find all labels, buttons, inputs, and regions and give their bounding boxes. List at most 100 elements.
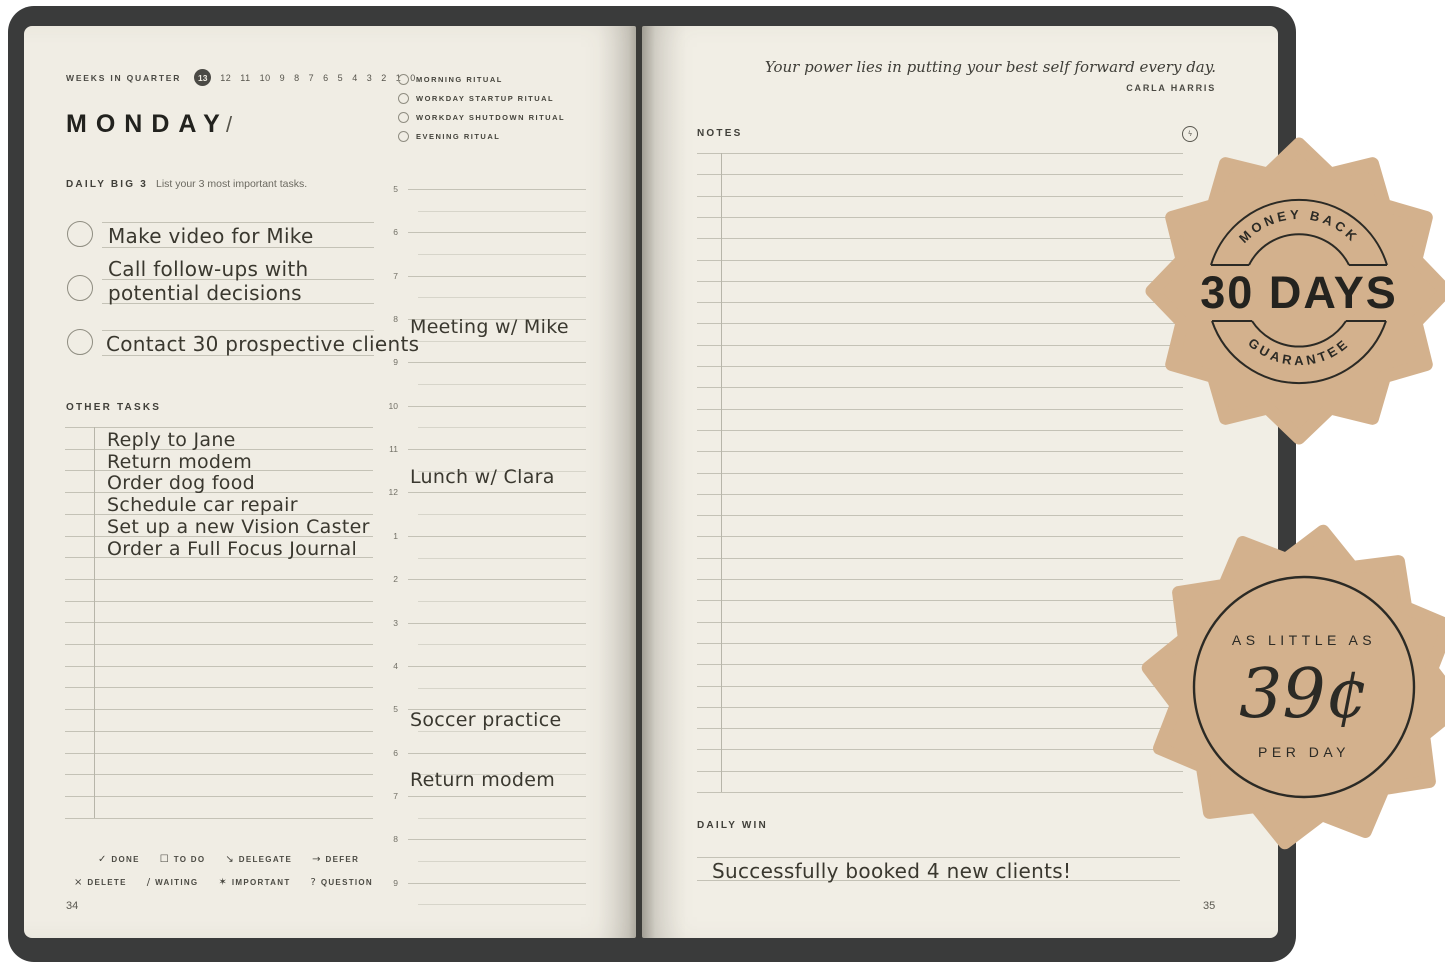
big3-task-3: Contact 30 prospective clients [106, 332, 420, 356]
other-task-entry: Schedule car repair [107, 494, 298, 517]
notes-rule-line [697, 728, 1183, 730]
badge-arc-outline [1248, 233, 1350, 266]
badge-seal-shape [1141, 524, 1445, 850]
big3-rule-line [102, 222, 374, 223]
notes-rule-line [697, 344, 1183, 346]
notes-rule-line [697, 195, 1183, 197]
schedule-half-hour-line [418, 730, 586, 732]
badge-as-little-as-text: AS LITTLE AS [1232, 632, 1376, 648]
badge-arc-outline [1251, 320, 1347, 348]
schedule-hour-line [408, 492, 586, 494]
schedule-hour-line [408, 579, 586, 581]
ritual-checkbox-circle [398, 130, 409, 142]
notes-rule-line [697, 174, 1183, 176]
schedule-half-hour-line [418, 340, 586, 342]
ritual-label: EVENING RITUAL [416, 131, 501, 141]
schedule-hour-line [408, 795, 586, 797]
schedule-hour-line [408, 189, 586, 190]
current-week-badge: 13 [194, 69, 212, 86]
notes-rule-line [697, 153, 1183, 154]
schedule-half-hour-line [418, 210, 586, 212]
schedule-half-hour-line [418, 557, 586, 559]
weeks-remaining-number: 3 [366, 72, 373, 83]
big3-rule-line [102, 355, 374, 356]
symbol-legend-row-1: ✓ DONE ☐ TO DO ↘ DELEGATE → DEFER [98, 854, 359, 865]
other-tasks-rule-line [65, 492, 373, 494]
weeks-remaining-number: 0 [410, 72, 416, 83]
daily-win-entry: Successfully booked 4 new clients! [712, 859, 1072, 883]
schedule-half-hour-line [418, 427, 586, 429]
notes-rule-line [697, 515, 1183, 517]
daily-win-heading: DAILY WIN [697, 820, 768, 831]
schedule-half-hour-line [418, 817, 586, 819]
other-tasks-rule-line [65, 709, 373, 711]
other-tasks-area: Reply to Jane Return modem Order dog food S… [24, 26, 636, 938]
weeks-remaining-number: 12 [220, 72, 232, 83]
schedule-hour-label: 8 [393, 314, 398, 325]
legend-label: QUESTION [320, 878, 374, 887]
legend-symbol-waiting: / [146, 877, 151, 888]
other-tasks-rule-line [65, 557, 373, 559]
badge-price-text: 39¢ [1239, 655, 1369, 734]
legend-item: ☐ TO DO [160, 854, 206, 865]
other-task-entry: Order dog food [107, 472, 256, 495]
notes-rule-line [697, 408, 1183, 410]
schedule-half-hour-line [418, 384, 586, 386]
quote-text: Your power lies in putting your best sel… [764, 58, 1216, 76]
planner-left-page: WEEKS IN QUARTER 13 12 11 10 9 8 7 6 5 4 3 2 1 0 MON… [24, 26, 636, 938]
weeks-remaining-number: 2 [381, 72, 387, 83]
other-task-entry: Order a Full Focus Journal [107, 537, 358, 560]
other-tasks-rule-line [65, 622, 373, 624]
badge-center-text: 30 DAYS [1200, 267, 1397, 318]
schedule-hour-label: 5 [393, 184, 398, 194]
schedule-hour-label: 3 [393, 617, 398, 628]
schedule-hour-label: 9 [393, 877, 398, 888]
schedule-appointment-entry: Return modem [410, 769, 556, 791]
other-tasks-rule-line [65, 795, 373, 797]
schedule-hour-line [408, 882, 586, 884]
notes-rule-line [697, 387, 1183, 389]
big3-rule-line [102, 303, 374, 304]
other-task-entry: Return modem [107, 450, 253, 473]
schedule-half-hour-line [418, 254, 586, 256]
weeks-remaining-number: 10 [259, 72, 271, 83]
schedule-hour-line [408, 665, 586, 667]
notes-rule-line [697, 472, 1183, 474]
big3-task-2-line2: potential decisions [108, 281, 302, 305]
legend-label: DELEGATE [238, 855, 293, 864]
schedule-hour-line [408, 839, 586, 841]
legend-item: ? QUESTION [311, 877, 374, 888]
weeks-in-quarter-row: WEEKS IN QUARTER 13 12 11 10 9 8 7 6 5 4 3 2 1 0 [66, 69, 416, 86]
other-tasks-rule-line [65, 600, 373, 602]
page-number-right: 35 [1203, 900, 1216, 912]
schedule-hour-label: 10 [388, 400, 398, 411]
legend-symbol-delete: × [74, 877, 83, 888]
schedule-hour-line [408, 709, 586, 711]
schedule-hour-label: 1 [393, 530, 398, 541]
schedule-hour-line [408, 535, 586, 537]
ritual-checkbox-circle [398, 111, 409, 123]
page-number-left: 34 [66, 900, 79, 912]
other-tasks-rule-line [65, 448, 373, 450]
legend-symbol-delegate: ↘ [225, 854, 234, 865]
legend-label: DONE [111, 855, 140, 864]
big3-task-1: Make video for Mike [108, 224, 314, 248]
weeks-remaining-number: 11 [240, 72, 251, 83]
notes-rule-line [697, 600, 1183, 602]
other-tasks-rule-line [65, 644, 373, 645]
notes-rule-line [697, 792, 1183, 793]
legend-item: ↘ DELEGATE [225, 854, 292, 865]
symbol-legend-row-2: × DELETE / WAITING ✶ IMPORTANT? QUESTION [74, 877, 373, 888]
ritual-item: WORKDAY STARTUP RITUAL [398, 92, 565, 104]
legend-item: / WAITING [147, 877, 199, 888]
legend-label: IMPORTANT [231, 878, 291, 887]
weeks-remaining-number: 5 [337, 72, 344, 83]
weeks-remaining-number: 7 [308, 72, 315, 83]
other-tasks-rule-line [65, 578, 373, 580]
notes-heading: NOTES [697, 128, 743, 139]
badge-arc-outline [1210, 198, 1388, 266]
other-tasks-margin-line [94, 427, 95, 818]
rituals-checklist: MORNING RITUAL WORKDAY STARTUP RITUAL WORK… [398, 73, 565, 149]
schedule-half-hour-line [418, 644, 586, 646]
other-tasks-rule-line [65, 774, 373, 776]
